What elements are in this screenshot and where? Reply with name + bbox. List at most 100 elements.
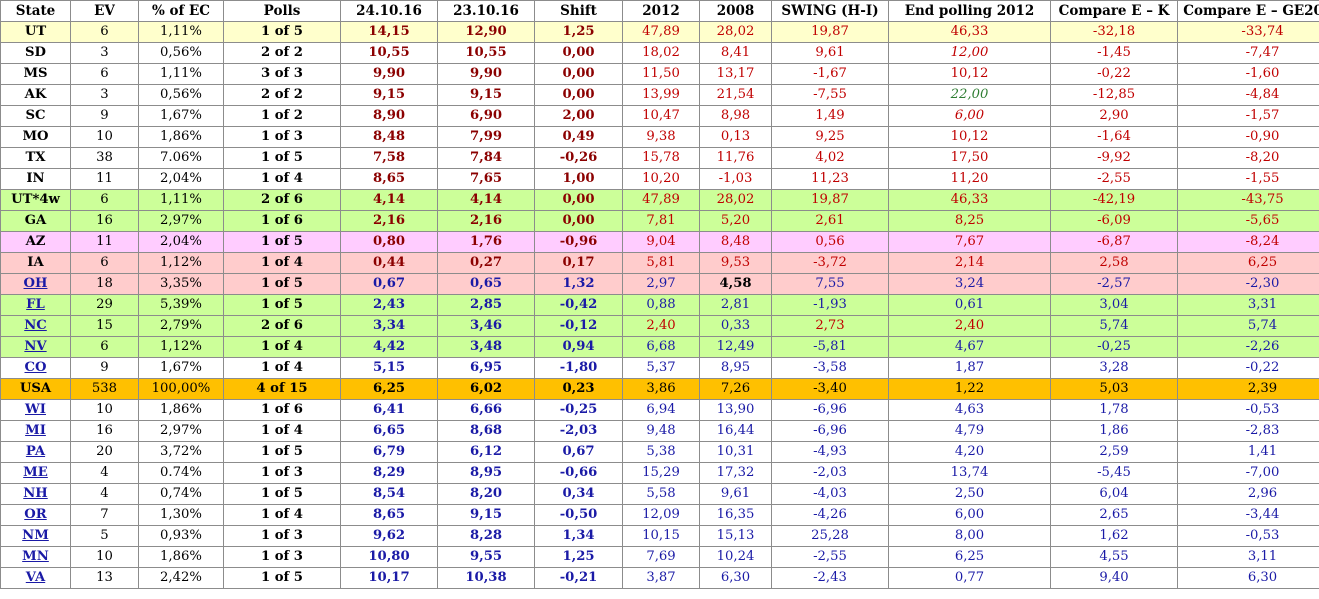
cell-cge: 2,96: [1177, 483, 1319, 505]
cell-pct: 1,86%: [138, 546, 224, 568]
cell-d24: 0,67: [340, 273, 438, 295]
state-link[interactable]: GA: [0, 210, 71, 232]
state-link[interactable]: FL: [0, 294, 71, 316]
cell-d23: 10,38: [437, 567, 535, 589]
cell-pct: 1,12%: [138, 252, 224, 274]
cell-d23: 6,90: [437, 105, 535, 127]
cell-pct: 0,93%: [138, 525, 224, 547]
cell-ev: 10: [70, 399, 139, 421]
table-row: NM 5 0,93% 1 of 3 9,62 8,28 1,34 10,15 15,13 25,2…: [0, 525, 1319, 547]
state-link[interactable]: UT*4w: [0, 189, 71, 211]
cell-shift: -1,80: [534, 357, 623, 379]
cell-y2012: 10,20: [622, 168, 700, 190]
cell-d24: 9,15: [340, 84, 438, 106]
cell-ck: -6,09: [1050, 210, 1178, 232]
header-2012: 2012: [622, 0, 700, 22]
state-link[interactable]: OR: [0, 504, 71, 526]
cell-end: 4,63: [888, 399, 1051, 421]
cell-d24: 6,65: [340, 420, 438, 442]
state-link[interactable]: SC: [0, 105, 71, 127]
cell-ev: 6: [70, 21, 139, 43]
cell-ev: 3: [70, 42, 139, 64]
cell-y2012: 12,09: [622, 504, 700, 526]
header-23-10-16: 23.10.16: [437, 0, 535, 22]
cell-ev: 20: [70, 441, 139, 463]
cell-y2012: 3,87: [622, 567, 700, 589]
table-row: AK 3 0,56% 2 of 2 9,15 9,15 0,00 13,99 21,54 -7,5…: [0, 84, 1319, 106]
cell-polls: 1 of 5: [223, 21, 341, 43]
cell-end: 17,50: [888, 147, 1051, 169]
cell-swing: -4,26: [771, 504, 889, 526]
cell-ck: -9,92: [1050, 147, 1178, 169]
state-link[interactable]: IA: [0, 252, 71, 274]
state-link[interactable]: NM: [0, 525, 71, 547]
cell-shift: -0,42: [534, 294, 623, 316]
cell-y2012: 10,15: [622, 525, 700, 547]
state-link[interactable]: NV: [0, 336, 71, 358]
state-link[interactable]: MI: [0, 420, 71, 442]
state-link[interactable]: VA: [0, 567, 71, 589]
state-link[interactable]: TX: [0, 147, 71, 169]
header-row: State EV % of EC Polls 24.10.16 23.10.16…: [0, 0, 1319, 22]
cell-cge: -0,53: [1177, 399, 1319, 421]
cell-pct: 0,74%: [138, 483, 224, 505]
cell-y2012: 5,58: [622, 483, 700, 505]
cell-y2008: -1,03: [699, 168, 772, 190]
cell-y2008: 10,31: [699, 441, 772, 463]
state-link[interactable]: NC: [0, 315, 71, 337]
cell-cge: -1,55: [1177, 168, 1319, 190]
cell-d23: 3,46: [437, 315, 535, 337]
cell-swing: 9,25: [771, 126, 889, 148]
state-link[interactable]: OH: [0, 273, 71, 295]
state-link[interactable]: IN: [0, 168, 71, 190]
cell-polls: 1 of 3: [223, 462, 341, 484]
state-link: USA: [0, 378, 71, 400]
state-link[interactable]: ME: [0, 462, 71, 484]
cell-cge: -33,74: [1177, 21, 1319, 43]
cell-d24: 14,15: [340, 21, 438, 43]
cell-polls: 1 of 3: [223, 126, 341, 148]
cell-end: 4,79: [888, 420, 1051, 442]
cell-polls: 1 of 5: [223, 231, 341, 253]
cell-pct: 1,11%: [138, 189, 224, 211]
cell-swing: 2,73: [771, 315, 889, 337]
cell-ev: 29: [70, 294, 139, 316]
cell-end: 6,00: [888, 504, 1051, 526]
cell-ck: -32,18: [1050, 21, 1178, 43]
cell-y2008: 28,02: [699, 189, 772, 211]
cell-y2012: 7,69: [622, 546, 700, 568]
cell-ck: 1,86: [1050, 420, 1178, 442]
state-link[interactable]: MO: [0, 126, 71, 148]
state-link[interactable]: MN: [0, 546, 71, 568]
state-link[interactable]: NH: [0, 483, 71, 505]
cell-ev: 11: [70, 168, 139, 190]
cell-d24: 5,15: [340, 357, 438, 379]
cell-ev: 10: [70, 126, 139, 148]
state-link[interactable]: SD: [0, 42, 71, 64]
cell-shift: 1,34: [534, 525, 623, 547]
state-link[interactable]: CO: [0, 357, 71, 379]
cell-cge: -43,75: [1177, 189, 1319, 211]
cell-end: 46,33: [888, 189, 1051, 211]
cell-ck: -42,19: [1050, 189, 1178, 211]
cell-shift: -0,12: [534, 315, 623, 337]
cell-ev: 13: [70, 567, 139, 589]
cell-cge: -5,65: [1177, 210, 1319, 232]
cell-d23: 8,20: [437, 483, 535, 505]
cell-end: 4,67: [888, 336, 1051, 358]
cell-shift: 0,23: [534, 378, 623, 400]
cell-shift: 0,00: [534, 63, 623, 85]
state-link[interactable]: AK: [0, 84, 71, 106]
state-link[interactable]: PA: [0, 441, 71, 463]
cell-y2012: 5,37: [622, 357, 700, 379]
cell-polls: 1 of 2: [223, 105, 341, 127]
state-link[interactable]: WI: [0, 399, 71, 421]
cell-d23: 1,76: [437, 231, 535, 253]
cell-end: 12,00: [888, 42, 1051, 64]
cell-shift: 0,34: [534, 483, 623, 505]
cell-d24: 9,62: [340, 525, 438, 547]
cell-polls: 4 of 15: [223, 378, 341, 400]
state-link[interactable]: MS: [0, 63, 71, 85]
state-link[interactable]: AZ: [0, 231, 71, 253]
cell-ev: 4: [70, 462, 139, 484]
